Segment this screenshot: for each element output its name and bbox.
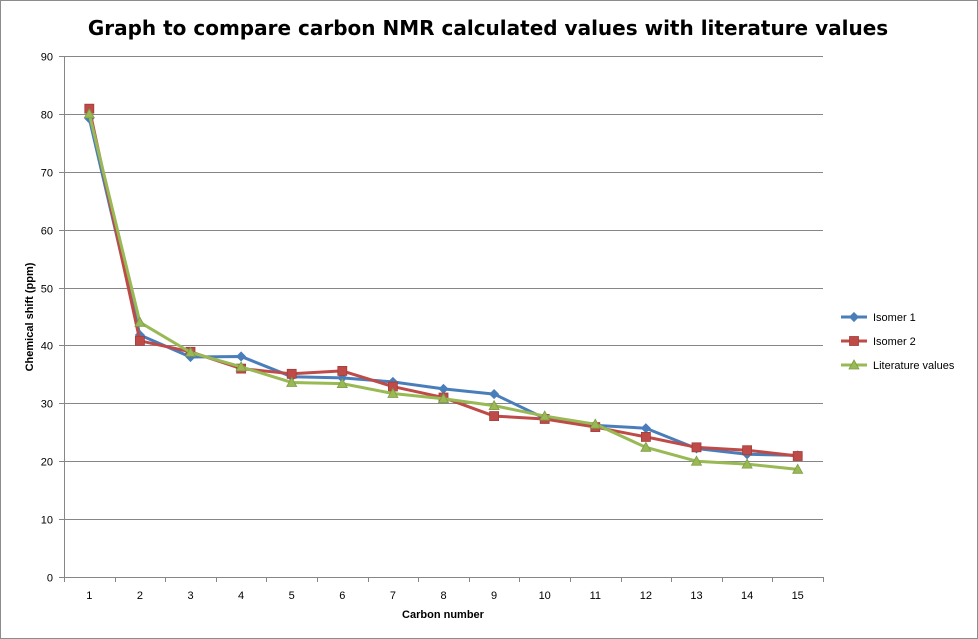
x-tick-label: 4 — [238, 590, 244, 602]
x-tick-label: 9 — [491, 590, 497, 602]
data-point — [640, 423, 651, 434]
gridlines — [64, 56, 823, 520]
y-tick-label: 80 — [41, 110, 53, 122]
series-literature-values — [83, 108, 804, 474]
data-point — [539, 410, 551, 421]
chart-title: Graph to compare carbon NMR calculated v… — [88, 16, 888, 40]
y-tick-label: 10 — [41, 515, 53, 527]
data-point — [235, 361, 247, 372]
legend: Isomer 1 Isomer 2 Literature values — [841, 311, 955, 372]
y-tick-label: 30 — [41, 399, 53, 411]
x-tick-label: 13 — [690, 590, 702, 602]
y-tick-label: 40 — [41, 341, 53, 353]
legend-label: Isomer 1 — [873, 312, 916, 324]
y-tick-label: 50 — [41, 284, 53, 296]
data-point — [337, 366, 348, 376]
data-point — [184, 346, 197, 357]
legend-swatch-marker — [849, 336, 859, 346]
data-point — [741, 458, 753, 469]
data-point — [641, 432, 651, 442]
x-tick-label: 1 — [86, 590, 92, 602]
legend-swatch-marker — [848, 359, 860, 370]
legend-item: Literature values — [841, 359, 955, 372]
x-axis-title: Carbon number — [402, 609, 485, 621]
series-isomer-1 — [84, 113, 803, 461]
legend-label: Literature values — [873, 360, 955, 372]
x-tick-label: 8 — [440, 590, 446, 602]
y-tick-label: 60 — [41, 226, 53, 238]
data-series — [83, 103, 804, 474]
data-point — [691, 442, 702, 453]
x-tick-label: 6 — [339, 590, 345, 602]
data-point — [792, 463, 804, 474]
data-point — [286, 376, 298, 387]
y-axis-ticks: 0 10 20 30 40 50 60 70 80 90 — [41, 52, 64, 585]
x-axis-ticks: 1 2 3 4 5 6 7 8 9 10 11 12 13 14 15 — [64, 577, 824, 602]
data-point — [742, 445, 752, 456]
y-tick-label: 90 — [41, 52, 53, 64]
data-point — [236, 351, 247, 362]
x-tick-label: 5 — [289, 590, 295, 602]
data-point — [134, 335, 145, 346]
x-tick-label: 12 — [640, 590, 652, 602]
legend-swatch-marker — [848, 311, 860, 323]
data-point — [134, 316, 146, 327]
legend-item: Isomer 1 — [841, 311, 916, 324]
y-axis-title: Chemical shift (ppm) — [24, 262, 36, 371]
x-tick-label: 11 — [590, 590, 601, 602]
x-tick-label: 7 — [390, 590, 396, 602]
x-tick-label: 2 — [137, 590, 143, 602]
data-point — [489, 411, 500, 421]
data-point — [690, 455, 703, 466]
x-tick-label: 3 — [187, 590, 193, 602]
data-point — [387, 387, 399, 398]
series-isomer-2 — [84, 103, 803, 461]
x-tick-label: 10 — [539, 590, 551, 602]
y-tick-label: 70 — [41, 168, 53, 180]
x-tick-label: 15 — [792, 590, 804, 602]
data-point — [83, 108, 95, 119]
data-point — [336, 377, 348, 389]
data-point — [792, 451, 803, 461]
y-tick-label: 20 — [41, 457, 53, 469]
data-point — [437, 392, 450, 404]
data-point — [488, 399, 500, 411]
data-point — [640, 441, 652, 452]
series-line — [87, 117, 800, 457]
y-tick-label: 0 — [47, 573, 53, 585]
series-line — [87, 112, 800, 471]
data-point — [589, 418, 601, 429]
x-tick-label: 14 — [741, 590, 753, 602]
legend-item: Isomer 2 — [841, 336, 916, 348]
legend-label: Isomer 2 — [873, 336, 916, 348]
data-point — [489, 389, 500, 400]
axes — [64, 56, 823, 578]
data-point — [438, 383, 449, 394]
